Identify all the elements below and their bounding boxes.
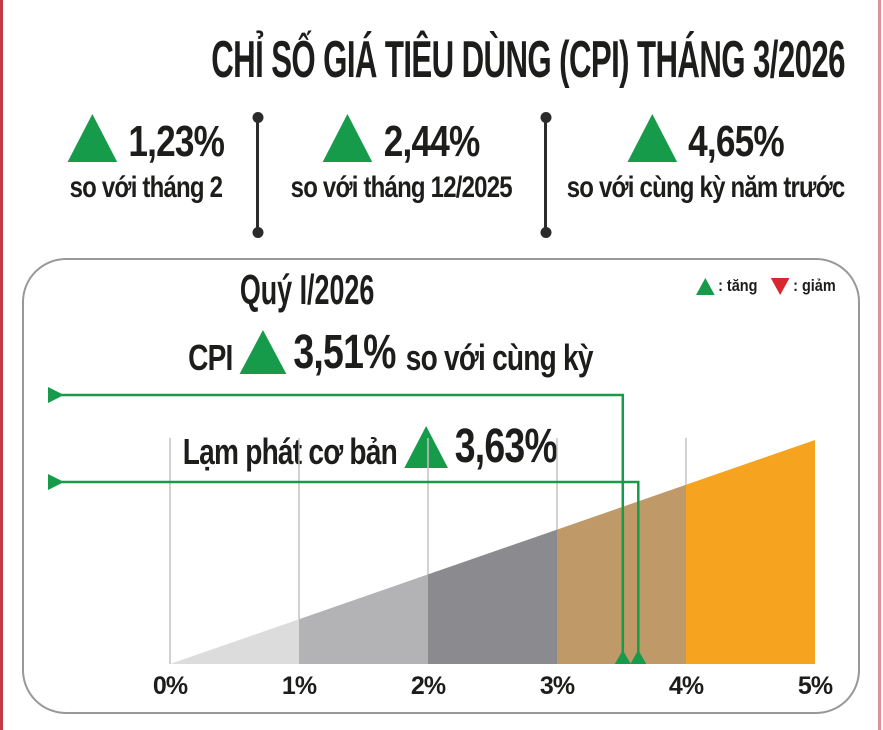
- up-triangle-icon: [67, 114, 118, 162]
- cpi-suffix: so với cùng kỳ: [405, 336, 593, 378]
- stat-divider: [256, 118, 259, 232]
- right-edge-accent: [878, 0, 881, 730]
- cpi-label: CPI: [187, 336, 233, 378]
- left-edge-accent: [0, 0, 3, 730]
- stat-value: 2,44%: [383, 116, 480, 166]
- page-title-text: CHỈ SỐ GIÁ TIÊU DÙNG (CPI) THÁNG 3/2026: [211, 31, 845, 89]
- chart-legend: : tăng : giảm: [696, 276, 860, 296]
- stat-label: so với tháng 2: [69, 171, 223, 204]
- cpi-annotation: CPI 3,51% so với cùng kỳ: [130, 325, 650, 379]
- up-triangle-icon: [322, 114, 373, 162]
- legend-item-decrease: : giảm: [771, 276, 836, 296]
- legend-item-increase: : tăng: [696, 276, 757, 296]
- legend-label: : tăng: [718, 276, 758, 295]
- quarter-heading-text: Quý I/2026: [239, 266, 375, 313]
- stat-value: 4,65%: [688, 116, 785, 166]
- chart-panel: [22, 258, 860, 714]
- legend-label: : giảm: [793, 276, 836, 295]
- up-triangle-icon: [696, 277, 715, 295]
- up-triangle-icon: [239, 330, 286, 374]
- core-inflation-label: Lạm phát cơ bản: [182, 430, 398, 472]
- core-inflation-value: 3,63%: [454, 420, 558, 473]
- stat-label: so với tháng 12/2025: [290, 171, 512, 204]
- quarter-heading: Quý I/2026: [157, 266, 457, 314]
- stat-value: 1,23%: [128, 116, 225, 166]
- stat-label: so với cùng kỳ năm trước: [567, 171, 846, 204]
- stat-divider: [544, 118, 547, 232]
- stat-vs-previous-month: 1,23% so với tháng 2: [30, 114, 262, 205]
- stat-vs-december: 2,44% so với tháng 12/2025: [268, 114, 534, 205]
- up-triangle-icon: [627, 114, 678, 162]
- stat-vs-same-period: 4,65% so với cùng kỳ năm trước: [556, 114, 856, 205]
- cpi-value: 3,51%: [292, 325, 396, 379]
- core-inflation-annotation: Lạm phát cơ bản 3,63%: [120, 420, 620, 473]
- page-title: CHỈ SỐ GIÁ TIÊU DÙNG (CPI) THÁNG 3/2026: [0, 30, 883, 90]
- up-triangle-icon: [404, 426, 448, 469]
- down-triangle-icon: [771, 277, 790, 295]
